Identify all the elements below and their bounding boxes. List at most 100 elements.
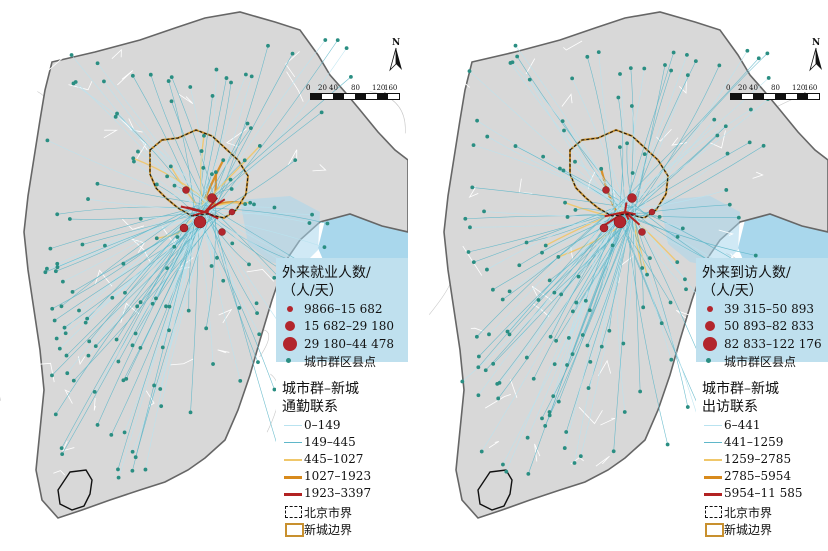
county-point	[642, 152, 647, 156]
county-point	[63, 331, 68, 336]
county-point	[113, 114, 118, 119]
county-point	[554, 338, 558, 343]
county-point	[475, 118, 479, 123]
county-point	[570, 309, 575, 314]
scale-tick: 0	[306, 84, 311, 92]
county-boundary-line	[286, 71, 304, 102]
county-point	[474, 334, 479, 339]
county-point	[110, 295, 115, 300]
county-point	[543, 424, 548, 428]
county-point	[48, 246, 53, 251]
scale-tick: 0	[726, 84, 731, 92]
flow-line	[618, 58, 760, 206]
county-point	[158, 387, 163, 391]
county-boundary-line	[64, 389, 73, 404]
flow-line	[150, 74, 209, 208]
county-boundary-line	[600, 417, 616, 426]
county-point	[476, 393, 481, 398]
county-boundary-line	[53, 470, 66, 476]
county-boundary-line	[488, 441, 500, 449]
county-point	[135, 304, 140, 309]
county-point	[611, 449, 616, 454]
county-point	[115, 111, 119, 116]
county-point	[148, 72, 153, 77]
county-point	[210, 172, 214, 177]
flow-line	[481, 209, 615, 452]
county-point	[77, 308, 81, 313]
flow-line	[626, 143, 636, 220]
flow-line	[618, 189, 727, 210]
legend: 外来到访人数/ （人/天） 39 315–50 893 50 893–82 83…	[696, 258, 828, 542]
county-point	[618, 145, 622, 150]
county-point	[229, 187, 234, 191]
county-point	[55, 212, 60, 217]
flow-line	[617, 68, 645, 218]
flow-line	[205, 206, 216, 329]
county-boundary-line	[287, 149, 298, 166]
flow-line	[628, 65, 720, 220]
county-point	[57, 346, 62, 351]
county-point	[547, 410, 552, 414]
flow-line	[515, 45, 619, 206]
county-point	[507, 332, 512, 337]
flow-line	[87, 198, 195, 209]
county-point	[319, 110, 324, 115]
flow-line	[625, 54, 688, 213]
legend-flow-subtitle: 出访联系	[702, 399, 758, 415]
county-point	[95, 61, 100, 66]
county-boundary-line	[531, 285, 552, 301]
county-point	[80, 242, 85, 247]
county-point	[43, 270, 48, 275]
county-point	[132, 159, 136, 164]
county-point	[756, 56, 761, 61]
north-arrow-icon: N	[808, 38, 824, 74]
county-point	[136, 149, 140, 154]
county-point	[53, 412, 58, 417]
flow-line	[145, 209, 197, 470]
county-point	[130, 468, 135, 473]
county-point	[50, 373, 54, 378]
county-boundary-line	[447, 73, 471, 88]
county-boundary-line	[111, 48, 122, 60]
flow-line	[635, 70, 672, 208]
county-point	[210, 94, 215, 98]
new-town-point	[627, 193, 637, 203]
county-point	[540, 416, 544, 421]
county-point	[257, 143, 262, 148]
county-point	[747, 140, 752, 145]
new-town-point	[207, 193, 217, 203]
county-point	[526, 471, 531, 476]
county-point	[103, 243, 107, 248]
county-point	[209, 264, 214, 268]
beijing-boundary	[569, 129, 669, 219]
legend-flow-title: 城市群–新城	[702, 381, 779, 397]
flow-line	[132, 75, 202, 218]
county-boundary-line	[671, 137, 687, 146]
flow-line	[486, 205, 621, 270]
county-point	[556, 255, 561, 259]
county-point	[587, 308, 592, 313]
new-town-point	[638, 228, 646, 236]
flow-line	[462, 217, 627, 382]
flow-line	[199, 82, 232, 211]
county-point	[172, 183, 177, 188]
flow-line	[61, 219, 194, 449]
county-point	[165, 266, 169, 271]
county-point	[53, 269, 58, 274]
county-point	[745, 48, 750, 53]
county-boundary-line	[709, 130, 726, 149]
county-point	[272, 205, 277, 210]
county-point	[570, 352, 575, 356]
flow-line	[478, 203, 623, 368]
county-point	[160, 345, 165, 350]
county-point	[114, 337, 119, 342]
flow-line	[588, 211, 632, 389]
county-point	[95, 181, 100, 186]
county-point	[202, 133, 206, 138]
county-point	[154, 296, 158, 301]
county-point	[648, 256, 652, 261]
county-point	[188, 410, 193, 415]
county-point	[491, 361, 496, 366]
county-boundary-line	[470, 327, 484, 332]
county-point	[60, 279, 65, 284]
